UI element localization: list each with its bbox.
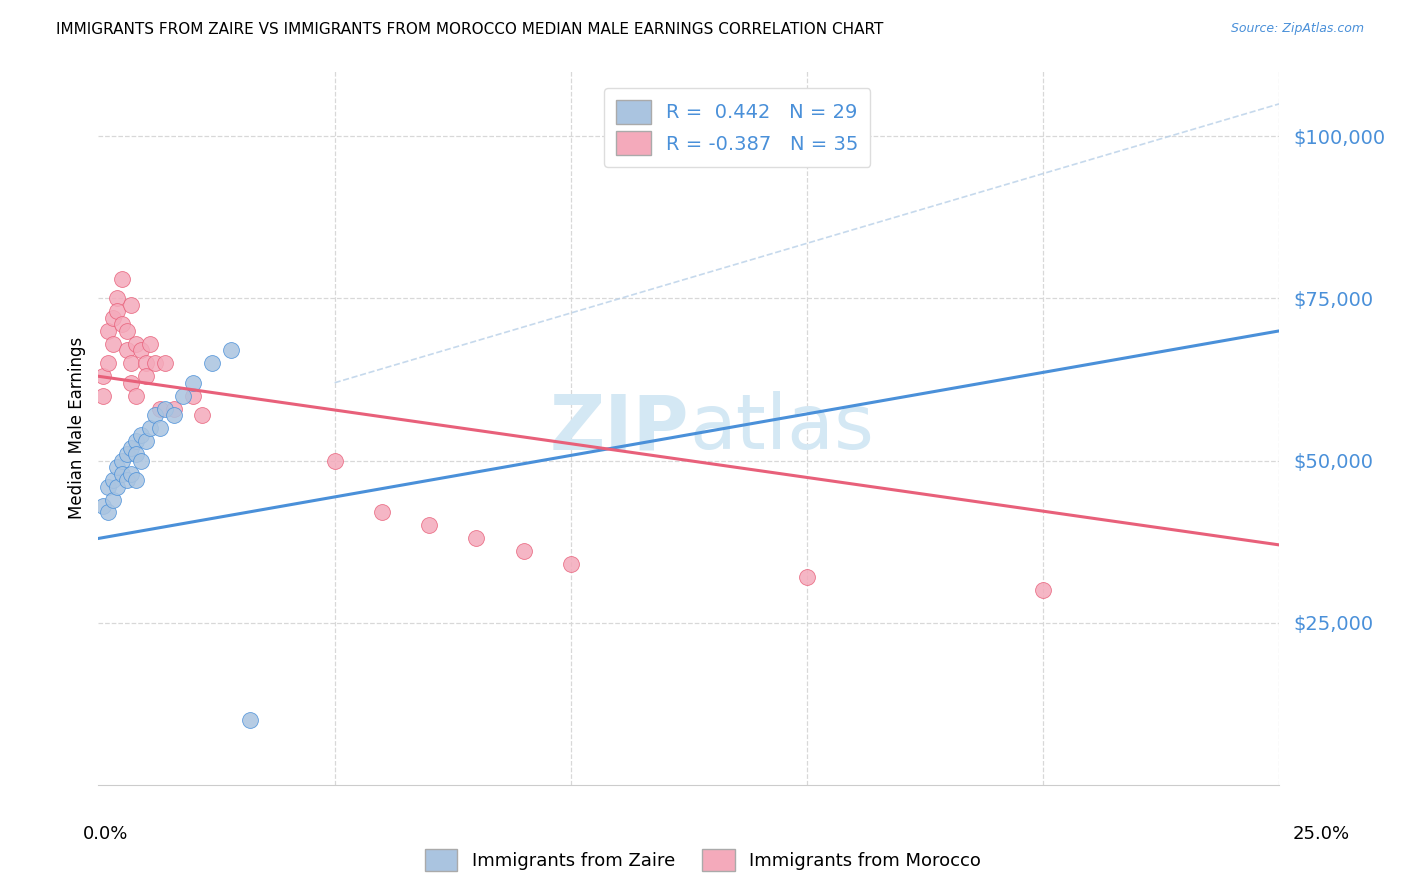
Point bbox=[111, 453, 134, 467]
Point bbox=[115, 343, 138, 358]
Point bbox=[121, 298, 143, 312]
Point bbox=[181, 389, 204, 403]
Point bbox=[560, 558, 582, 572]
Point bbox=[172, 389, 194, 403]
Text: Median Male Earnings: Median Male Earnings bbox=[67, 337, 86, 519]
Point bbox=[219, 343, 242, 358]
Point bbox=[97, 324, 120, 338]
Point bbox=[163, 401, 186, 416]
Point bbox=[105, 292, 128, 306]
Point bbox=[125, 473, 148, 487]
Point bbox=[129, 453, 152, 467]
Point bbox=[111, 272, 134, 286]
Point bbox=[135, 369, 157, 384]
Text: IMMIGRANTS FROM ZAIRE VS IMMIGRANTS FROM MOROCCO MEDIAN MALE EARNINGS CORRELATIO: IMMIGRANTS FROM ZAIRE VS IMMIGRANTS FROM… bbox=[56, 22, 883, 37]
Point bbox=[125, 447, 148, 461]
Point bbox=[135, 356, 157, 370]
Point bbox=[143, 356, 166, 370]
Point bbox=[512, 544, 534, 558]
Point bbox=[115, 473, 138, 487]
Point bbox=[97, 506, 120, 520]
Point bbox=[97, 356, 120, 370]
Point bbox=[105, 460, 128, 475]
Text: Source: ZipAtlas.com: Source: ZipAtlas.com bbox=[1230, 22, 1364, 36]
Point bbox=[323, 453, 346, 467]
Point bbox=[153, 401, 176, 416]
Legend: R =  0.442   N = 29, R = -0.387   N = 35: R = 0.442 N = 29, R = -0.387 N = 35 bbox=[605, 88, 870, 167]
Text: 25.0%: 25.0% bbox=[1294, 825, 1350, 843]
Point bbox=[139, 336, 162, 351]
Point bbox=[149, 401, 172, 416]
Point bbox=[129, 427, 152, 442]
Point bbox=[101, 310, 124, 325]
Point bbox=[111, 318, 134, 332]
Point bbox=[121, 467, 143, 481]
Point bbox=[135, 434, 157, 449]
Point bbox=[201, 356, 224, 370]
Text: atlas: atlas bbox=[689, 392, 873, 465]
Point bbox=[129, 343, 152, 358]
Text: 0.0%: 0.0% bbox=[83, 825, 128, 843]
Point bbox=[418, 518, 440, 533]
Point bbox=[101, 336, 124, 351]
Point bbox=[125, 434, 148, 449]
Point bbox=[121, 441, 143, 455]
Point bbox=[91, 389, 114, 403]
Point bbox=[91, 369, 114, 384]
Point bbox=[371, 506, 394, 520]
Point bbox=[121, 376, 143, 390]
Point bbox=[465, 532, 488, 546]
Point bbox=[97, 479, 120, 493]
Point bbox=[181, 376, 204, 390]
Legend: Immigrants from Zaire, Immigrants from Morocco: Immigrants from Zaire, Immigrants from M… bbox=[418, 842, 988, 879]
Point bbox=[105, 304, 128, 318]
Point bbox=[115, 324, 138, 338]
Point bbox=[163, 408, 186, 422]
Point bbox=[153, 356, 176, 370]
Point bbox=[191, 408, 214, 422]
Point bbox=[239, 713, 262, 727]
Point bbox=[111, 467, 134, 481]
Point bbox=[101, 473, 124, 487]
Text: ZIP: ZIP bbox=[550, 392, 689, 465]
Point bbox=[115, 447, 138, 461]
Point bbox=[91, 499, 114, 513]
Point bbox=[121, 356, 143, 370]
Point bbox=[101, 492, 124, 507]
Point bbox=[139, 421, 162, 435]
Point bbox=[105, 479, 128, 493]
Point bbox=[1032, 583, 1054, 598]
Point bbox=[125, 336, 148, 351]
Point bbox=[796, 570, 818, 584]
Point bbox=[149, 421, 172, 435]
Point bbox=[143, 408, 166, 422]
Point bbox=[125, 389, 148, 403]
